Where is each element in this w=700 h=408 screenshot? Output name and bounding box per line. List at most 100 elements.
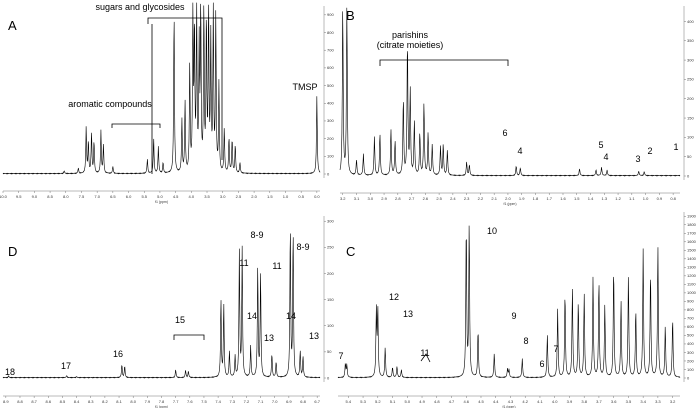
y-tick-label: 350 bbox=[687, 38, 694, 43]
y-tick-label: 700 bbox=[687, 316, 694, 321]
peak-point bbox=[189, 68, 190, 69]
peak-point bbox=[607, 170, 608, 171]
peak-point bbox=[509, 370, 510, 371]
panel-b: B 3.2 3.1 3.0 2.9 2.8 2.7 2.6 2.5 2.4 2.3 2.2 2.1 2.0… bbox=[339, 6, 694, 206]
peak-point bbox=[163, 163, 164, 164]
peak-point bbox=[392, 367, 393, 368]
annotation-bracket bbox=[420, 353, 431, 363]
y-tick-label: 900 bbox=[327, 12, 334, 17]
x-tick-label: 4.5 bbox=[173, 194, 179, 199]
peak-point bbox=[507, 369, 508, 370]
annotation-label: 8-9 bbox=[296, 242, 309, 252]
y-tick-label: 250 bbox=[687, 77, 694, 82]
x-tick-label: 3.0 bbox=[368, 196, 374, 201]
peak-point bbox=[219, 85, 220, 86]
y-tick-label: 600 bbox=[327, 65, 334, 70]
x-tick-label: 5.5 bbox=[141, 194, 147, 199]
peak-point bbox=[440, 147, 441, 148]
panel-d: D 8.9 8.8 8.7 8.6 8.5 8.4 8.3 8.2 8.1 8.0 7.9 7.8 7.7… bbox=[2, 216, 334, 408]
x-tick-label: 2.5 bbox=[236, 194, 242, 199]
x-tick-label: 2.4 bbox=[450, 196, 456, 201]
peak-point bbox=[494, 354, 495, 355]
x-tick-label: 6.7 bbox=[314, 399, 320, 404]
annotation-label: (citrate moieties) bbox=[377, 40, 444, 50]
y-tick-label: 1600 bbox=[687, 239, 697, 244]
peak-point bbox=[235, 145, 236, 146]
peak-point bbox=[199, 50, 200, 51]
annotation-label: 4 bbox=[517, 146, 522, 156]
y-tick-label: 1200 bbox=[687, 273, 697, 278]
annotation-label: sugars and glycosides bbox=[95, 2, 185, 12]
x-tick-label: 3.8 bbox=[581, 399, 587, 404]
y-tick-label: 400 bbox=[687, 341, 694, 346]
y-tick-label: 1700 bbox=[687, 231, 697, 236]
y-tick-label: 300 bbox=[327, 219, 334, 224]
peak-point bbox=[224, 129, 225, 130]
x-tick-label: 4.7 bbox=[449, 399, 455, 404]
peak-point bbox=[64, 171, 65, 172]
y-tick-label: 700 bbox=[327, 48, 334, 53]
x-tick-label: 9.0 bbox=[32, 194, 38, 199]
panel-c: C 5.4 5.3 5.2 5.1 5.0 4.9 4.8 4.7 4.6 4.5 4.4 4.3 4.2… bbox=[337, 212, 697, 408]
panel-letter: A bbox=[8, 18, 17, 33]
x-tick-label: 3.7 bbox=[596, 399, 602, 404]
peak-point bbox=[196, 11, 197, 12]
y-tick-label: 50 bbox=[327, 349, 332, 354]
annotation-bracket bbox=[147, 17, 223, 174]
peak-point bbox=[213, 11, 214, 12]
annotation-label: 17 bbox=[61, 361, 71, 371]
peak-point bbox=[428, 133, 429, 134]
peak-point bbox=[122, 365, 123, 366]
peak-point bbox=[94, 142, 95, 143]
y-tick-label: 0 bbox=[327, 375, 330, 380]
x-tick-label: 6.5 bbox=[110, 194, 116, 199]
y-tick-label: 100 bbox=[687, 367, 694, 372]
annotation-bracket bbox=[173, 334, 205, 340]
x-tick-label: 8.2 bbox=[102, 399, 108, 404]
x-axis-label: f1 (ppm) bbox=[155, 200, 168, 204]
spectrum-trace bbox=[339, 7, 681, 177]
peak-point bbox=[599, 280, 600, 281]
peak-point bbox=[260, 273, 261, 274]
x-tick-label: 2.6 bbox=[423, 196, 429, 201]
peak-point bbox=[91, 133, 92, 134]
peak-point bbox=[175, 370, 176, 371]
annotation-label: 16 bbox=[113, 349, 123, 359]
peak-point bbox=[665, 327, 666, 328]
y-tick-label: 500 bbox=[327, 83, 334, 88]
panel-a: A 10.0 9.5 9.0 8.5 8.0 7.5 7.0 6.5 6.0 5.5 5.0 4.5 4.… bbox=[0, 2, 334, 204]
x-tick-label: 9.5 bbox=[16, 194, 22, 199]
x-tick-label: 2.0 bbox=[505, 196, 511, 201]
x-tick-label: 7.2 bbox=[244, 399, 250, 404]
x-tick-label: 3.0 bbox=[220, 194, 226, 199]
peak-point bbox=[516, 166, 517, 167]
peak-point bbox=[290, 226, 291, 227]
annotation-label: aromatic compounds bbox=[68, 99, 152, 109]
x-tick-label: 6.0 bbox=[126, 194, 132, 199]
peak-point bbox=[347, 365, 348, 366]
x-tick-label: 4.0 bbox=[189, 194, 195, 199]
x-tick-label: 2.8 bbox=[395, 196, 401, 201]
peak-point bbox=[374, 137, 375, 138]
y-tick-label: 200 bbox=[687, 358, 694, 363]
y-tick-label: 0 bbox=[327, 171, 330, 176]
peak-point bbox=[235, 357, 236, 358]
x-tick-label: 2.2 bbox=[478, 196, 484, 201]
peak-point bbox=[66, 376, 67, 377]
x-tick-label: 2.7 bbox=[409, 196, 415, 201]
peak-point bbox=[565, 293, 566, 294]
peak-point bbox=[420, 133, 421, 134]
peak-point bbox=[86, 128, 87, 129]
annotation-label: 7 bbox=[553, 344, 558, 354]
peak-point bbox=[276, 362, 277, 363]
x-tick-label: 1.9 bbox=[519, 196, 525, 201]
peak-point bbox=[638, 171, 639, 172]
annotation-label: 13 bbox=[403, 309, 413, 319]
x-tick-label: 5.2 bbox=[375, 399, 381, 404]
peak-point bbox=[432, 145, 433, 146]
peak-point bbox=[424, 102, 425, 103]
spectrum-trace bbox=[2, 233, 321, 379]
x-tick-label: 0.9 bbox=[657, 196, 663, 201]
peak-point bbox=[557, 310, 558, 311]
x-axis-label: f1 (ppm) bbox=[503, 202, 516, 206]
